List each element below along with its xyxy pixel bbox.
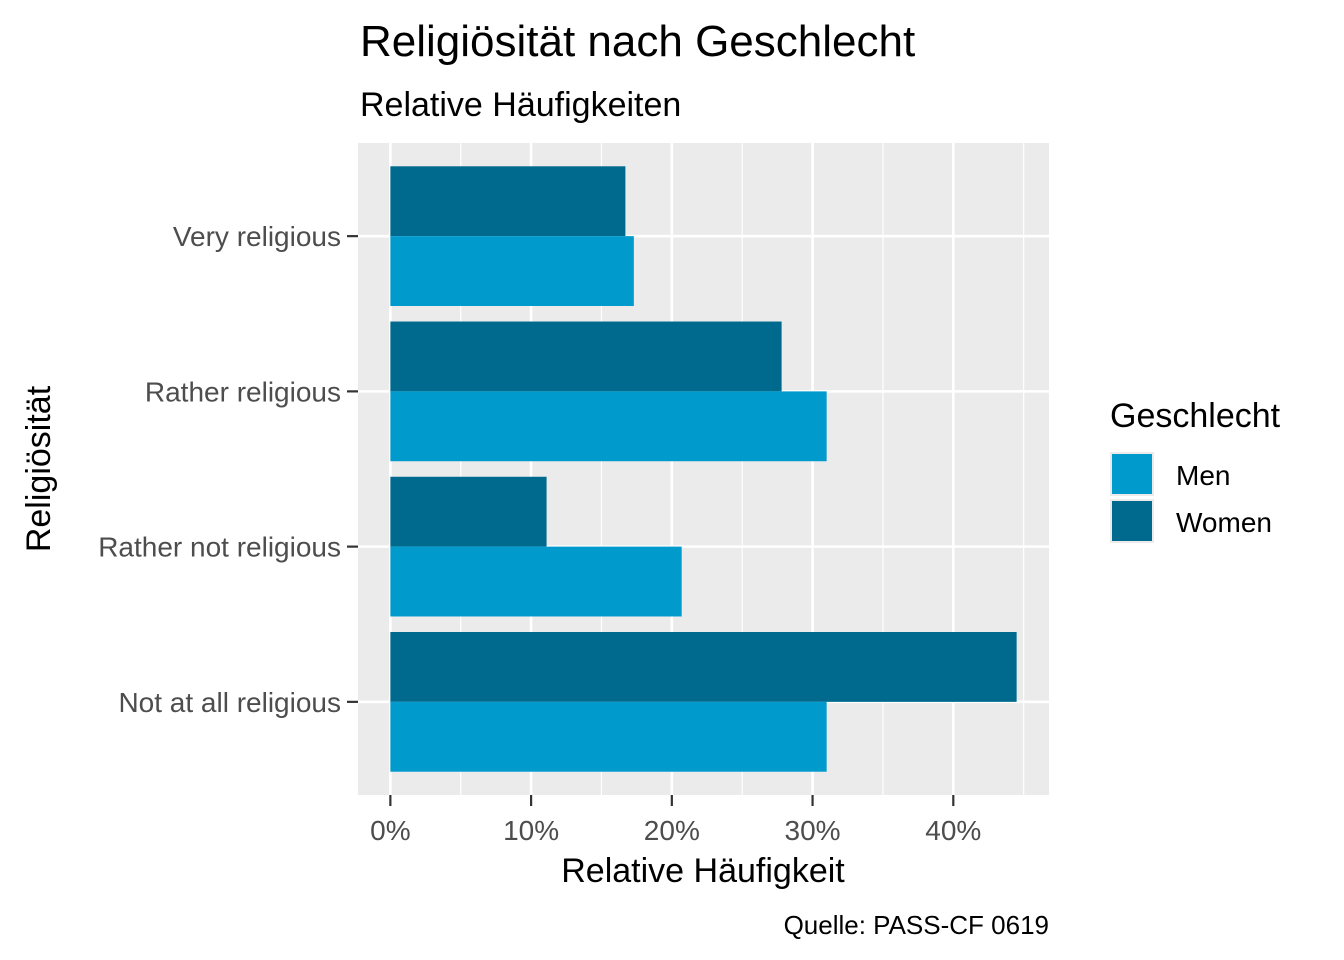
y-tick-label: Not at all religious xyxy=(118,687,341,718)
chart-subtitle: Relative Häufigkeiten xyxy=(360,86,681,124)
legend-key-men xyxy=(1112,454,1152,494)
x-tick-label: 0% xyxy=(370,815,410,846)
bar-men xyxy=(390,546,682,617)
legend-key-women xyxy=(1112,501,1152,541)
bar-men xyxy=(390,701,827,772)
bar-men xyxy=(390,391,827,462)
bar-women xyxy=(390,321,782,392)
bar-women xyxy=(390,476,547,547)
x-tick-label: 30% xyxy=(785,815,841,846)
chart-title: Religiösität nach Geschlecht xyxy=(360,17,915,66)
x-tick-label: 40% xyxy=(925,815,981,846)
legend-title: Geschlecht xyxy=(1110,397,1281,435)
x-axis: 0% 10% 20% 30% 40% xyxy=(370,795,981,846)
y-tick-label: Very religious xyxy=(173,221,341,252)
chart-caption: Quelle: PASS-CF 0619 xyxy=(784,910,1049,940)
legend-label: Men xyxy=(1176,460,1230,491)
legend: Geschlecht Men Women xyxy=(1110,397,1281,543)
x-tick-label: 10% xyxy=(503,815,559,846)
bars xyxy=(390,166,1017,772)
x-tick-label: 20% xyxy=(644,815,700,846)
y-tick-label: Rather religious xyxy=(145,376,341,407)
bar-women xyxy=(390,632,1017,702)
x-axis-title: Relative Häufigkeit xyxy=(561,852,845,890)
bar-women xyxy=(390,166,626,237)
bar-men xyxy=(390,236,634,306)
y-tick-label: Rather not religious xyxy=(98,532,341,563)
y-axis-title: Religiösität xyxy=(20,385,58,552)
legend-label: Women xyxy=(1176,507,1272,538)
y-axis: Very religious Rather religious Rather not… xyxy=(98,221,358,718)
